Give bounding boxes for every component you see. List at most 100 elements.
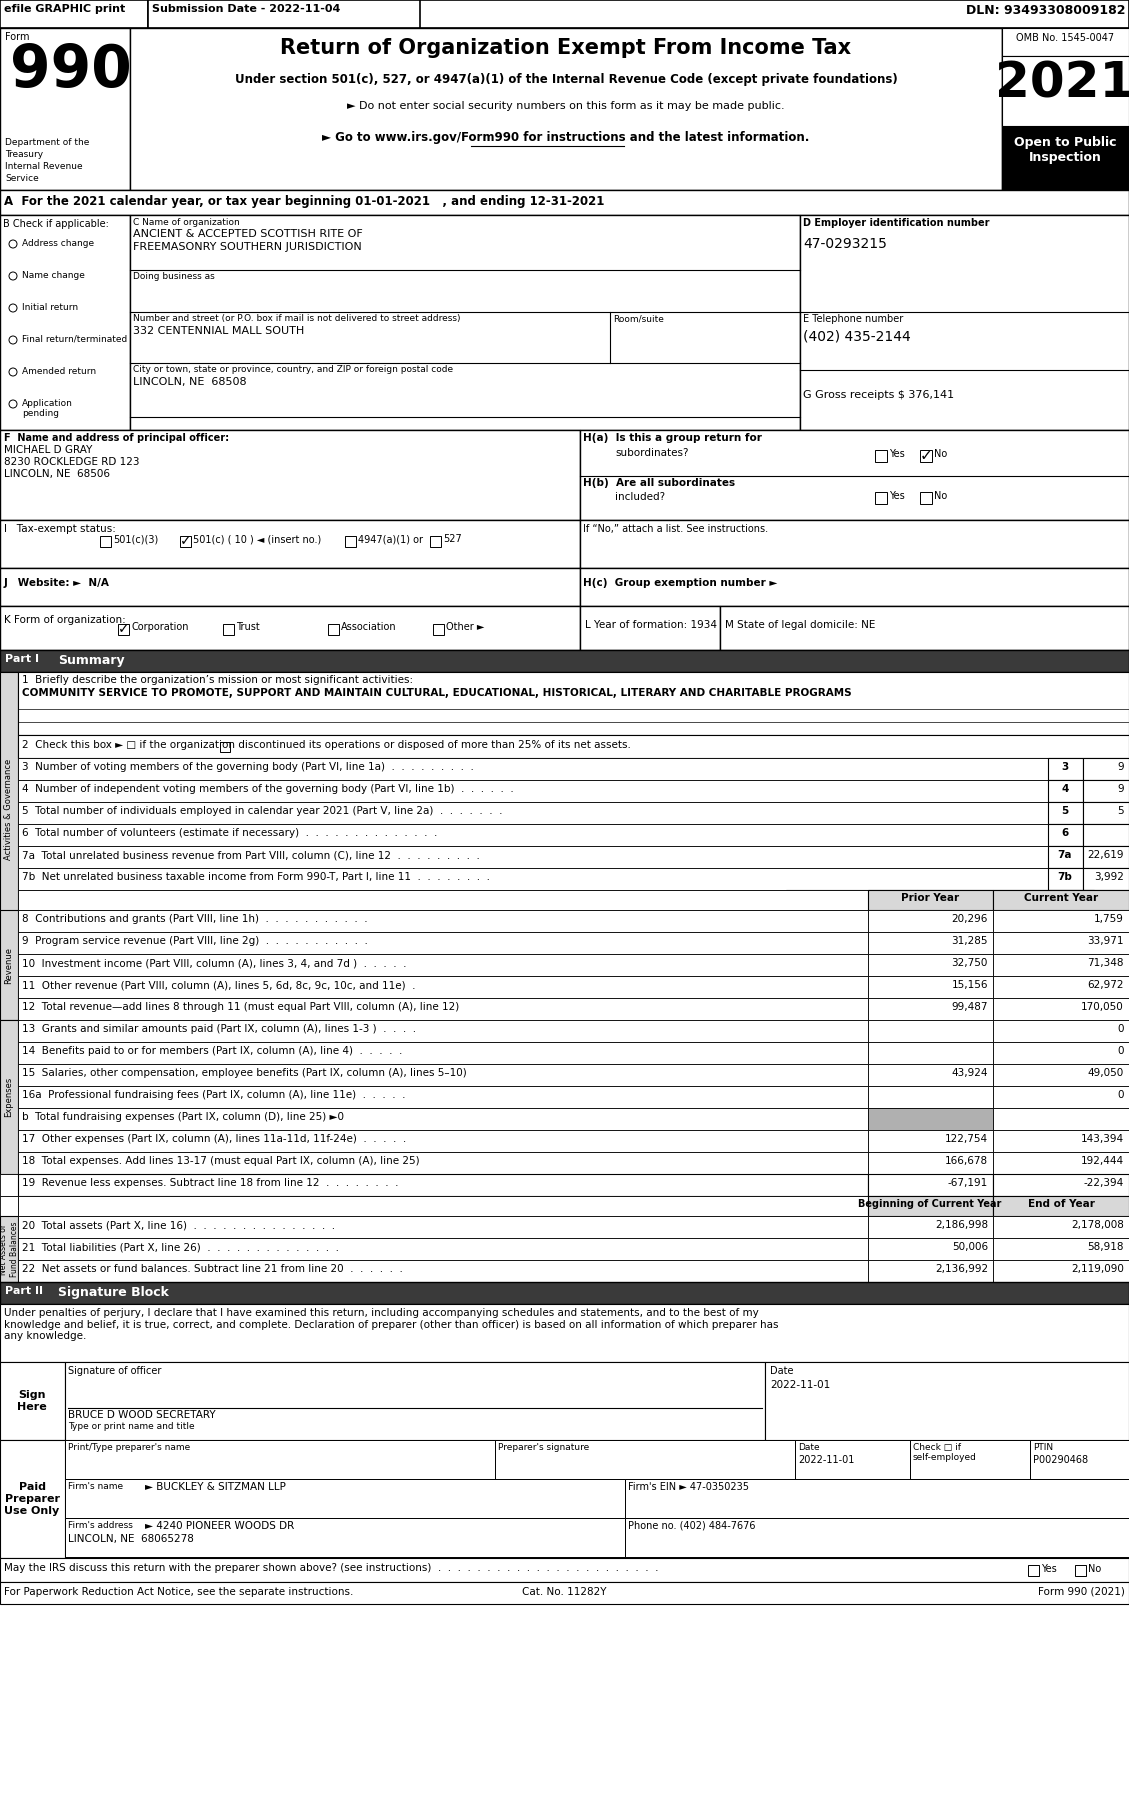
Text: 99,487: 99,487: [952, 1001, 988, 1012]
Bar: [65, 1478, 625, 1518]
Text: Name change: Name change: [21, 270, 85, 279]
Bar: [0, 649, 1129, 671]
Bar: [580, 521, 1129, 568]
Bar: [119, 624, 129, 635]
Bar: [18, 998, 868, 1019]
Text: 6: 6: [1061, 827, 1069, 838]
Text: 18  Total expenses. Add lines 13-17 (must equal Part IX, column (A), line 25): 18 Total expenses. Add lines 13-17 (must…: [21, 1156, 420, 1166]
Text: -67,191: -67,191: [947, 1177, 988, 1188]
Bar: [0, 0, 1129, 27]
Bar: [994, 1261, 1129, 1282]
Text: 5  Total number of individuals employed in calendar year 2021 (Part V, line 2a) : 5 Total number of individuals employed i…: [21, 805, 502, 816]
Text: 9: 9: [1118, 784, 1124, 795]
Bar: [917, 891, 1094, 911]
Bar: [18, 758, 1048, 780]
Text: PTIN: PTIN: [1033, 1442, 1053, 1451]
Bar: [18, 1130, 868, 1152]
Text: 13  Grants and similar amounts paid (Part IX, column (A), lines 1-3 )  .  .  .  : 13 Grants and similar amounts paid (Part…: [21, 1023, 417, 1034]
Bar: [800, 216, 1129, 430]
Text: 3,992: 3,992: [1094, 873, 1124, 882]
Bar: [994, 976, 1129, 998]
Text: Summary: Summary: [58, 655, 124, 668]
Text: 16a  Professional fundraising fees (Part IX, column (A), line 11e)  .  .  .  .  : 16a Professional fundraising fees (Part …: [21, 1090, 405, 1099]
Bar: [868, 1087, 994, 1108]
Text: Activities & Governance: Activities & Governance: [5, 758, 14, 860]
Text: 22,619: 22,619: [1087, 851, 1124, 860]
Text: Date: Date: [798, 1442, 820, 1451]
Text: MICHAEL D GRAY: MICHAEL D GRAY: [5, 444, 93, 455]
Text: Date: Date: [770, 1366, 794, 1377]
Text: Association: Association: [341, 622, 396, 631]
Bar: [224, 624, 234, 635]
Text: Number and street (or P.O. box if mail is not delivered to street address): Number and street (or P.O. box if mail i…: [133, 314, 461, 323]
Bar: [1048, 802, 1083, 824]
Bar: [580, 606, 720, 649]
Bar: [1029, 1565, 1039, 1576]
Bar: [994, 1195, 1129, 1215]
Bar: [765, 1362, 1129, 1440]
Bar: [868, 1215, 994, 1237]
Bar: [18, 1041, 868, 1065]
Bar: [875, 492, 887, 504]
Text: 43,924: 43,924: [952, 1068, 988, 1078]
Bar: [18, 891, 868, 911]
Bar: [18, 1261, 868, 1282]
Bar: [868, 1108, 994, 1130]
Text: Return of Organization Exempt From Income Tax: Return of Organization Exempt From Incom…: [280, 38, 851, 58]
Text: 166,678: 166,678: [945, 1156, 988, 1166]
Bar: [1048, 758, 1083, 780]
Bar: [0, 1174, 18, 1195]
Bar: [0, 568, 580, 606]
Text: COMMUNITY SERVICE TO PROMOTE, SUPPORT AND MAINTAIN CULTURAL, EDUCATIONAL, HISTOR: COMMUNITY SERVICE TO PROMOTE, SUPPORT AN…: [21, 688, 851, 698]
Text: Part I: Part I: [5, 655, 40, 664]
Text: May the IRS discuss this return with the preparer shown above? (see instructions: May the IRS discuss this return with the…: [5, 1564, 658, 1573]
Text: K Form of organization:: K Form of organization:: [5, 615, 125, 626]
Text: 3  Number of voting members of the governing body (Part VI, line 1a)  .  .  .  .: 3 Number of voting members of the govern…: [21, 762, 474, 773]
Bar: [220, 742, 230, 753]
Text: Open to Public
Inspection: Open to Public Inspection: [1014, 136, 1117, 163]
Text: included?: included?: [615, 492, 665, 502]
Text: 22  Net assets or fund balances. Subtract line 21 from line 20  .  .  .  .  .  .: 22 Net assets or fund balances. Subtract…: [21, 1264, 403, 1273]
Bar: [1003, 27, 1129, 56]
Bar: [0, 27, 130, 190]
Bar: [994, 891, 1129, 911]
Bar: [0, 1282, 1129, 1304]
Text: F  Name and address of principal officer:: F Name and address of principal officer:: [5, 434, 229, 443]
Bar: [1030, 1440, 1129, 1478]
Text: B Check if applicable:: B Check if applicable:: [3, 219, 108, 229]
Text: ✓: ✓: [920, 448, 933, 464]
Text: 21  Total liabilities (Part X, line 26)  .  .  .  .  .  .  .  .  .  .  .  .  .  : 21 Total liabilities (Part X, line 26) .…: [21, 1243, 339, 1252]
Bar: [1083, 845, 1129, 869]
Bar: [18, 1152, 868, 1174]
Text: Beginning of Current Year: Beginning of Current Year: [858, 1199, 1001, 1208]
Bar: [18, 976, 868, 998]
Bar: [18, 1237, 868, 1261]
Text: H(c)  Group exemption number ►: H(c) Group exemption number ►: [583, 579, 778, 588]
Bar: [868, 976, 994, 998]
Bar: [1048, 824, 1083, 845]
Bar: [18, 911, 868, 932]
Bar: [18, 1174, 868, 1195]
Text: ► BUCKLEY & SITZMAN LLP: ► BUCKLEY & SITZMAN LLP: [145, 1482, 286, 1491]
Bar: [329, 624, 339, 635]
Text: Trust: Trust: [236, 622, 260, 631]
Bar: [0, 1215, 18, 1282]
Bar: [0, 0, 148, 27]
Text: 2,136,992: 2,136,992: [935, 1264, 988, 1273]
Text: 0: 0: [1118, 1023, 1124, 1034]
Text: 5: 5: [1118, 805, 1124, 816]
Bar: [0, 1019, 18, 1174]
Text: LINCOLN, NE  68506: LINCOLN, NE 68506: [5, 470, 110, 479]
Text: 0: 0: [1118, 1047, 1124, 1056]
Bar: [0, 1304, 1129, 1362]
Text: H(b)  Are all subordinates: H(b) Are all subordinates: [583, 479, 735, 488]
Text: 143,394: 143,394: [1080, 1134, 1124, 1145]
Bar: [0, 606, 580, 649]
Bar: [18, 845, 1048, 869]
Text: 2022-11-01: 2022-11-01: [798, 1455, 855, 1466]
Text: Corporation: Corporation: [131, 622, 189, 631]
Text: 62,972: 62,972: [1087, 980, 1124, 990]
Text: Treasury: Treasury: [5, 151, 43, 160]
Bar: [18, 824, 1048, 845]
Bar: [1083, 758, 1129, 780]
